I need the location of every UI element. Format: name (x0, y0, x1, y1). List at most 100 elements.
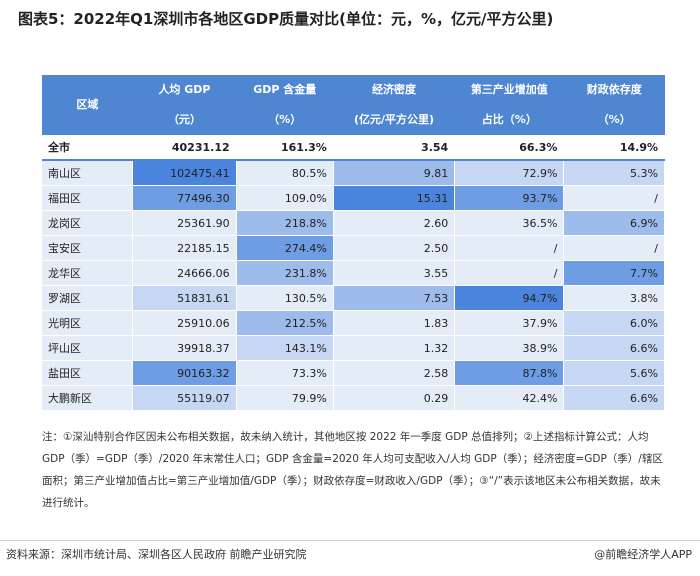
table-cell: 南山区 (42, 160, 134, 186)
table-cell: 大鹏新区 (42, 385, 134, 411)
table-cell: 37.9% (454, 310, 565, 336)
header-text: 区域 (76, 98, 99, 111)
header-text: GDP 含金量 (253, 83, 317, 96)
table-cell: 22185.15 (132, 235, 237, 261)
table-cell: 5.3% (563, 160, 665, 186)
table-row: 宝安区 22185.15 274.4% 2.50// (42, 235, 665, 261)
table-cell: 25910.06 (132, 310, 237, 336)
table-row: 龙岗区 25361.90 218.8% 2.60 36.5% 6.9% (42, 210, 665, 236)
brand: @前瞻经济学人APP (594, 548, 692, 561)
table-row: 全市 40231.12 161.3% 3.54 66.3% 14.9% (42, 135, 665, 161)
table-cell: 51831.61 (132, 285, 237, 311)
table-cell: 274.4% (236, 235, 334, 261)
table-cell: 79.9% (236, 385, 334, 411)
separator (0, 540, 700, 541)
header-cell: 财政依存度 （%） (563, 75, 665, 135)
table-cell: 161.3% (236, 135, 334, 161)
table-cell: / (563, 235, 665, 261)
header-text: 第三产业增加值 (470, 83, 548, 96)
table-cell: 光明区 (42, 310, 134, 336)
table-cell: 宝安区 (42, 235, 134, 261)
table-cell: 66.3% (454, 135, 565, 161)
table-cell: / (563, 185, 665, 211)
header-text: (亿元/平方公里) (353, 113, 435, 126)
table-row: 南山区 102475.41 80.5% 9.81 72.9% 5.3% (42, 160, 665, 186)
table-cell: 231.8% (236, 260, 334, 286)
header-cell: 第三产业增加值 占比（%） (454, 75, 564, 135)
table-cell: 6.0% (563, 310, 665, 336)
table-row: 大鹏新区 55119.07 79.9% 0.29 42.4% 6.6% (42, 385, 665, 411)
table-cell: 130.5% (236, 285, 334, 311)
table-row: 龙华区 24666.06 231.8% 3.55/7.7% (42, 260, 665, 286)
table-cell: 龙华区 (42, 260, 134, 286)
table-cell: 36.5% (454, 210, 565, 236)
table-row: 福田区 77496.30 109.0% 15.31 93.7% / (42, 185, 665, 211)
table-cell: / (454, 260, 565, 286)
header-text: 占比（%） (481, 113, 537, 126)
table-row: 罗湖区 51831.61 130.5% 7.53 94.7% 3.8% (42, 285, 665, 311)
table-cell: 72.9% (454, 160, 565, 186)
table-cell: 143.1% (236, 335, 334, 361)
table-cell: 龙岗区 (42, 210, 134, 236)
table-row: 坪山区 39918.37 143.1% 1.32 38.9% 6.6% (42, 335, 665, 361)
note: 注：①深汕特别合作区因未公布相关数据，故未纳入统计，其他地区按 2022 年一季… (42, 431, 663, 509)
data-table: 区域 人均 GDP （元） GDP 含金量 （%） 经济密度 (亿元/平方公里) 第三产业增加… (42, 75, 665, 411)
table-cell: 5.6% (563, 360, 665, 386)
table-row: 光明区 25910.06 212.5% 1.83 37.9% 6.0% (42, 310, 665, 336)
table-cell: 94.7% (454, 285, 565, 311)
table-cell: 39918.37 (132, 335, 237, 361)
table-cell: 1.83 (333, 310, 456, 336)
table-cell: 102475.41 (132, 160, 237, 186)
table-cell: 2.58 (333, 360, 456, 386)
table-cell: 全市 (42, 135, 134, 161)
title: 图表5：2022年Q1深圳市各地区GDP质量对比(单位：元，%，亿元/平方公里) (18, 10, 554, 28)
header-text: （元） (167, 113, 201, 126)
table-cell: 9.81 (333, 160, 456, 186)
table-cell: 40231.12 (132, 135, 237, 161)
table-cell: 坪山区 (42, 335, 134, 361)
header-cell: 人均 GDP （元） (132, 75, 237, 135)
table-cell: 2.60 (333, 210, 456, 236)
table-cell: / (454, 235, 565, 261)
table-cell: 24666.06 (132, 260, 237, 286)
table-cell: 90163.32 (132, 360, 237, 386)
header-text: （%） (268, 113, 302, 126)
table-cell: 1.32 (333, 335, 456, 361)
header-cell: 区域 (42, 75, 133, 135)
header-cell: 经济密度 (亿元/平方公里) (333, 75, 455, 135)
table-cell: 218.8% (236, 210, 334, 236)
table-cell: 盐田区 (42, 360, 134, 386)
header-text: 经济密度 (372, 83, 417, 96)
table-cell: 87.8% (454, 360, 565, 386)
table-cell: 3.55 (333, 260, 456, 286)
table-row: 盐田区 90163.32 73.3% 2.58 87.8% 5.6% (42, 360, 665, 386)
table-cell: 2.50 (333, 235, 456, 261)
table-cell: 0.29 (333, 385, 456, 411)
table-cell: 93.7% (454, 185, 565, 211)
header-text: （%） (597, 113, 631, 126)
table-cell: 55119.07 (132, 385, 237, 411)
header-text: 人均 GDP (158, 83, 211, 96)
table-body: 全市 40231.12 161.3% 3.54 66.3% 14.9% 南山区 102475.… (42, 135, 665, 411)
table-cell: 42.4% (454, 385, 565, 411)
table-cell: 15.31 (333, 185, 456, 211)
table-cell: 罗湖区 (42, 285, 134, 311)
table-cell: 3.8% (563, 285, 665, 311)
table-cell: 6.6% (563, 335, 665, 361)
header-cell: GDP 含金量 （%） (236, 75, 334, 135)
table-cell: 6.9% (563, 210, 665, 236)
table-cell: 38.9% (454, 335, 565, 361)
table-cell: 73.3% (236, 360, 334, 386)
source: 资料来源：深圳市统计局、深圳各区人民政府 前瞻产业研究院 (6, 548, 307, 561)
table-cell: 7.7% (563, 260, 665, 286)
table-cell: 福田区 (42, 185, 134, 211)
table-cell: 80.5% (236, 160, 334, 186)
table-cell: 6.6% (563, 385, 665, 411)
table-cell: 14.9% (563, 135, 665, 161)
table-cell: 77496.30 (132, 185, 237, 211)
table-cell: 212.5% (236, 310, 334, 336)
header-text: 财政依存度 (586, 83, 642, 96)
table-cell: 109.0% (236, 185, 334, 211)
table-cell: 25361.90 (132, 210, 237, 236)
